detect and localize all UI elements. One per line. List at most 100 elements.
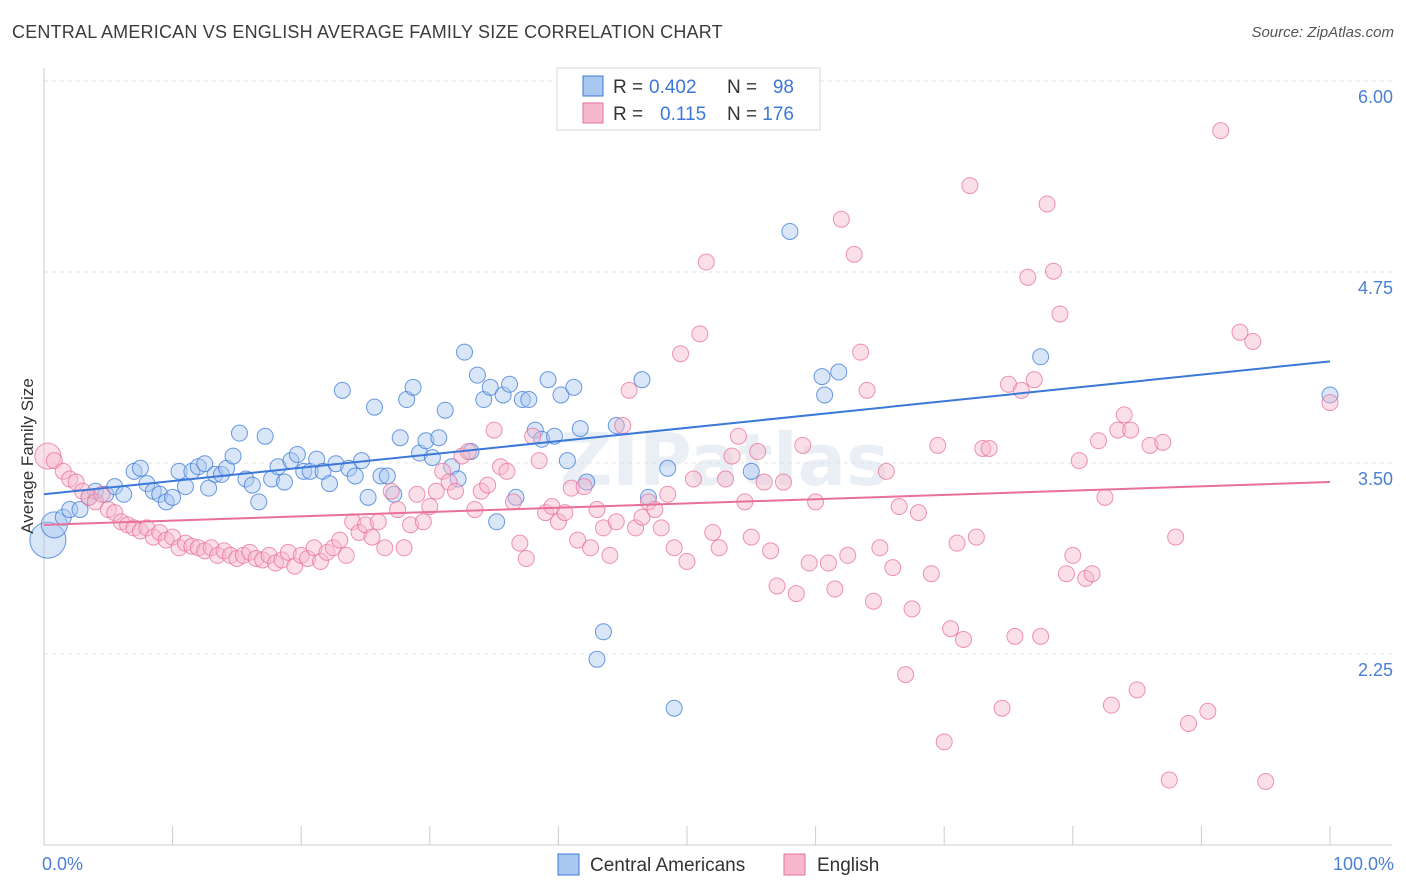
english-point-81: [562, 479, 580, 497]
legend-n-label-1: N =: [727, 77, 757, 98]
english-point-114: [774, 473, 792, 491]
english-point-128: [877, 462, 895, 480]
english-point-106: [723, 447, 741, 465]
english-point-15: [138, 519, 156, 537]
central-americans-point-57: [423, 449, 441, 467]
english-point-140: [961, 177, 979, 195]
english-point-175: [1257, 773, 1275, 791]
central-americans-point-77: [552, 386, 570, 404]
english-point-137: [942, 620, 960, 638]
english-point-74: [517, 549, 535, 567]
central-americans-point-69: [501, 375, 519, 393]
english-point-123: [845, 245, 863, 263]
english-point-59: [421, 498, 439, 516]
central-americans-point-82: [588, 650, 606, 668]
english-point-89: [614, 417, 632, 435]
central-americans-point-85: [633, 371, 651, 389]
central-americans-point-91: [813, 368, 831, 386]
x-tick-label-min: 0.0%: [42, 854, 83, 874]
central-americans-point-45: [346, 467, 364, 485]
english-point-32: [247, 549, 265, 567]
central-americans-point-71: [513, 391, 531, 409]
english-point-118: [807, 493, 825, 511]
english-point-167: [1154, 433, 1172, 451]
english-point-161: [1102, 696, 1120, 714]
english-point-37: [279, 543, 297, 561]
central-americans-point-11: [131, 459, 149, 477]
english-point-105: [717, 470, 735, 488]
central-americans-point-59: [436, 401, 454, 419]
english-point-117: [800, 554, 818, 572]
central-americans-point-27: [230, 424, 248, 442]
central-americans-point-31: [256, 427, 274, 445]
english-point-115: [787, 585, 805, 603]
english-point-159: [1090, 432, 1108, 450]
central-americans-point-62: [456, 343, 474, 361]
english-point-152: [1045, 262, 1063, 280]
central-americans-point-94: [1032, 348, 1050, 366]
english-point-122: [839, 546, 857, 564]
grid-lines: [44, 80, 1392, 655]
legend-r-label-1: R =: [613, 77, 643, 98]
english-point-147: [1012, 381, 1030, 399]
english-point-146: [1006, 627, 1024, 645]
series-legend: Central Americans English: [557, 853, 879, 876]
central-americans-point-88: [665, 699, 683, 717]
central-americans-trend-line: [43, 360, 1331, 496]
english-point-22: [183, 537, 201, 555]
english-point-110: [749, 442, 767, 460]
english-point-85: [588, 501, 606, 519]
english-point-99: [678, 553, 696, 571]
english-point-58: [414, 513, 432, 531]
english-point-104: [710, 539, 728, 557]
english-point-113: [768, 577, 786, 595]
central-americans-point-72: [520, 391, 538, 409]
english-point-88: [607, 513, 625, 531]
central-americans-point-22: [200, 479, 218, 497]
y-tick-label-2: 4.75: [1358, 278, 1393, 298]
central-americans-point-49: [372, 467, 390, 485]
english-point-158: [1083, 565, 1101, 583]
series-english-points: [34, 122, 1339, 791]
series-legend-label-pink: English: [817, 855, 879, 876]
series-legend-swatch-blue: [557, 853, 580, 876]
central-americans-point-83: [594, 623, 612, 641]
english-point-75: [524, 427, 542, 445]
english-point-51: [369, 513, 387, 531]
legend-swatch-pink: [582, 102, 604, 124]
central-americans-point-48: [366, 398, 384, 416]
english-point-169: [1167, 528, 1185, 546]
english-point-131: [897, 666, 915, 684]
english-point-31: [241, 543, 259, 561]
central-americans-point-84: [607, 417, 625, 435]
english-point-107: [729, 427, 747, 445]
english-point-150: [1032, 627, 1050, 645]
english-point-67: [472, 482, 490, 500]
english-point-69: [485, 421, 503, 439]
english-point-83: [575, 478, 593, 496]
english-point-139: [954, 630, 972, 648]
english-point-97: [665, 539, 683, 557]
english-point-50: [363, 528, 381, 546]
legend-n-value-2: 176: [762, 104, 794, 125]
english-point-149: [1025, 371, 1043, 389]
english-point-172: [1212, 122, 1230, 140]
english-point-134: [922, 565, 940, 583]
english-point-61: [434, 462, 452, 480]
english-point-40: [299, 549, 317, 567]
central-americans-point-66: [481, 378, 499, 396]
central-americans-point-54: [404, 378, 422, 396]
english-point-154: [1057, 565, 1075, 583]
english-point-153: [1051, 305, 1069, 323]
english-point-119: [819, 554, 837, 572]
x-tick-label-max: 100.0%: [1333, 854, 1394, 874]
central-americans-point-34: [275, 473, 293, 491]
trend-lines: [43, 360, 1331, 526]
central-americans-point-47: [359, 488, 377, 506]
english-point-60: [427, 482, 445, 500]
central-americans-point-4: [71, 501, 89, 519]
english-point-90: [620, 381, 638, 399]
english-point-125: [858, 381, 876, 399]
legend-r-label-2: R =: [613, 104, 643, 125]
